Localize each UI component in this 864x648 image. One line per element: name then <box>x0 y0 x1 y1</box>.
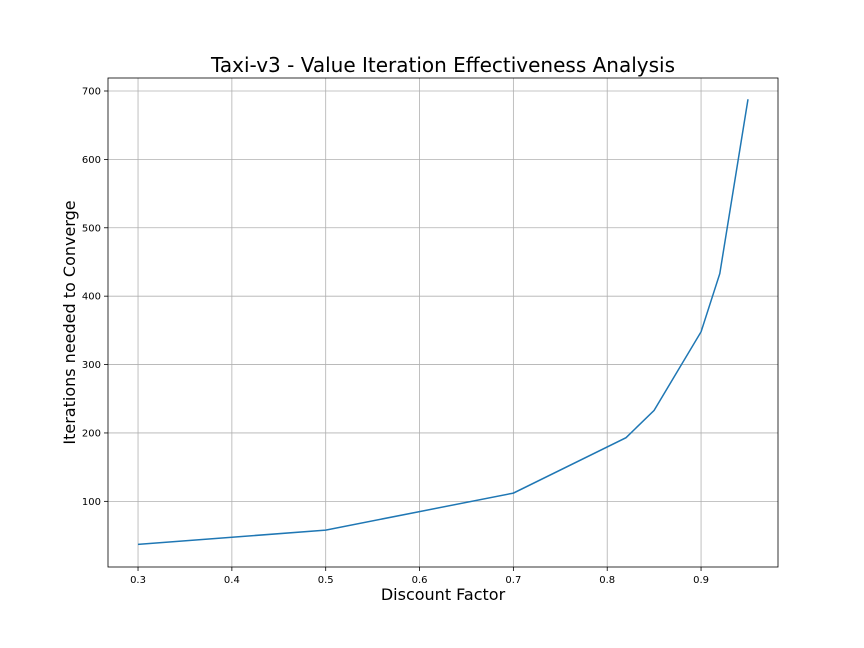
x-axis-label: Discount Factor <box>381 585 506 604</box>
grid <box>108 78 778 567</box>
y-tick-label: 500 <box>82 223 101 234</box>
y-tick-label: 600 <box>82 155 101 166</box>
y-tick-label: 300 <box>82 360 101 371</box>
y-tick-label: 400 <box>82 292 101 303</box>
x-tick-label: 0.4 <box>224 575 240 586</box>
x-axis-ticks: 0.3 0.4 0.5 0.6 0.7 0.8 0.9 <box>130 567 709 586</box>
x-tick-label: 0.6 <box>412 575 428 586</box>
x-tick-label: 0.5 <box>318 575 334 586</box>
chart-title: Taxi-v3 - Value Iteration Effectiveness … <box>210 53 675 77</box>
x-tick-label: 0.9 <box>693 575 709 586</box>
series-layer <box>137 99 749 546</box>
x-tick-label: 0.7 <box>505 575 521 586</box>
y-tick-label: 200 <box>82 428 101 439</box>
y-tick-label: 700 <box>82 86 101 97</box>
y-tick-label: 100 <box>82 497 101 508</box>
y-axis-label: Iterations needed to Converge <box>60 200 79 444</box>
x-tick-label: 0.3 <box>130 575 146 586</box>
series-line <box>137 99 749 546</box>
plot-frame <box>107 77 779 568</box>
y-axis-ticks: 100 200 300 400 500 600 700 <box>82 86 108 508</box>
x-tick-label: 0.8 <box>599 575 615 586</box>
